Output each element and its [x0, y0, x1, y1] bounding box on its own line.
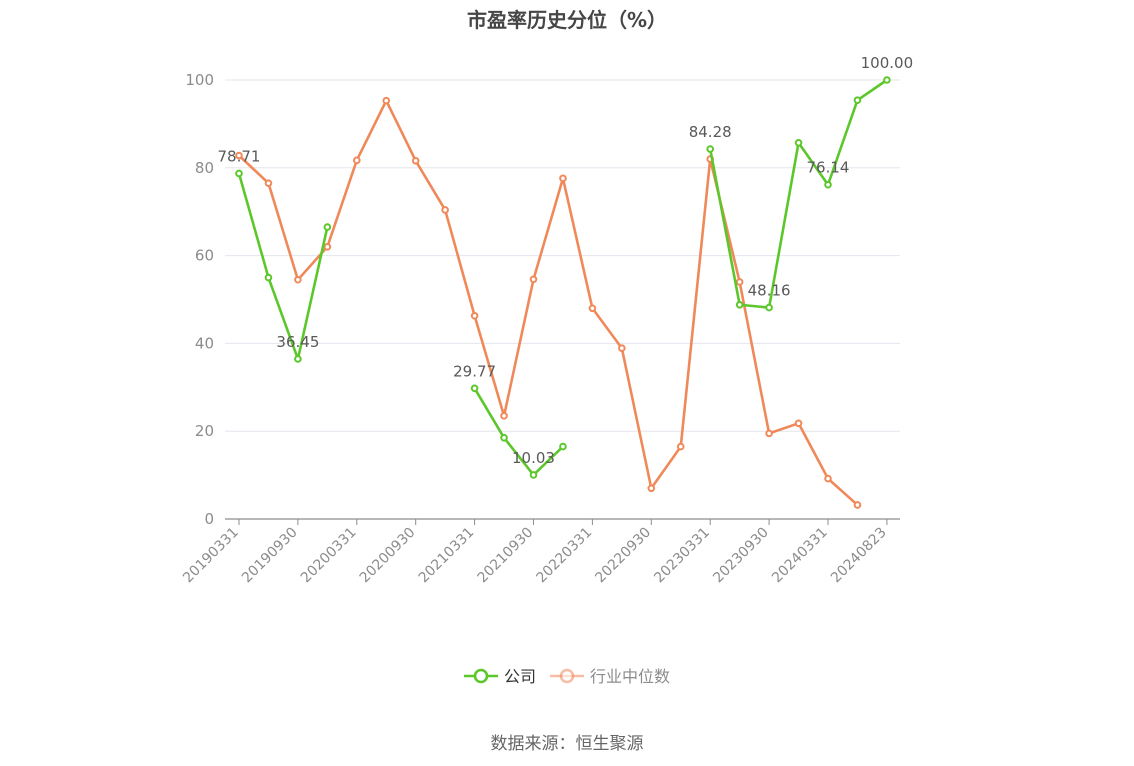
data-label: 29.77 [453, 362, 496, 380]
x-tick-label: 20220930 [592, 525, 654, 587]
x-tick-label: 20190331 [180, 525, 242, 587]
data-point [294, 355, 302, 363]
data-label: 100.00 [861, 54, 914, 72]
chart-title: 市盈率历史分位（%） [466, 8, 668, 32]
data-label: 84.28 [689, 123, 732, 141]
legend-marker [559, 668, 575, 684]
data-point [353, 156, 361, 165]
data-label: 48.16 [748, 282, 791, 300]
y-tick-label: 20 [195, 422, 214, 440]
y-tick-label: 100 [185, 71, 214, 89]
data-point [470, 311, 479, 320]
data-point [765, 429, 773, 438]
data-point [500, 433, 508, 442]
data-point [765, 303, 773, 312]
data-label: 10.03 [512, 449, 555, 467]
data-label: 78.71 [218, 147, 261, 165]
legend-label: 行业中位数 [590, 667, 670, 686]
data-point [588, 304, 597, 313]
data-point [235, 169, 243, 178]
data-point [706, 145, 715, 153]
y-tick-label: 60 [195, 247, 214, 265]
data-source-note: 数据来源：恒生聚源 [490, 734, 644, 754]
data-point [529, 471, 538, 479]
data-point [323, 223, 332, 231]
data-point [411, 156, 420, 165]
data-point [235, 151, 243, 160]
data-point [529, 275, 538, 284]
data-point [559, 442, 567, 451]
series-line-0 [237, 172, 329, 361]
data-point [794, 138, 803, 147]
data-point [824, 180, 832, 189]
x-tick-label: 20200331 [298, 525, 360, 587]
legend-label: 公司 [504, 667, 536, 686]
data-point [294, 275, 302, 284]
series-line-0 [473, 387, 565, 477]
y-tick-label: 80 [195, 159, 214, 177]
y-tick-label: 0 [204, 510, 214, 528]
data-point [500, 412, 508, 420]
x-tick-label: 20190930 [239, 525, 301, 587]
data-point [470, 384, 479, 393]
data-label: 36.45 [276, 333, 319, 351]
data-label: 76.14 [807, 159, 850, 177]
data-point [735, 300, 744, 309]
data-point [382, 96, 391, 105]
x-tick-label: 20210331 [416, 525, 478, 587]
data-point [441, 206, 449, 214]
data-point [853, 96, 862, 104]
x-tick-label: 20210930 [475, 525, 537, 587]
series-line-1 [237, 99, 859, 507]
data-point [824, 474, 832, 483]
data-point [264, 179, 273, 187]
data-point [735, 278, 744, 286]
data-point [559, 174, 567, 183]
data-point [264, 273, 273, 282]
y-tick-label: 40 [195, 334, 214, 352]
legend-marker [473, 668, 489, 684]
x-tick-label: 20230930 [710, 525, 772, 587]
x-tick-label: 20220331 [534, 525, 596, 587]
data-point [676, 442, 685, 451]
data-point [853, 501, 862, 509]
x-tick-label: 20240823 [828, 525, 890, 587]
data-point [323, 243, 332, 251]
data-point [794, 419, 803, 428]
x-tick-label: 20240331 [769, 525, 831, 587]
data-point [618, 344, 626, 353]
x-tick-label: 20230331 [651, 525, 713, 587]
data-point [647, 484, 656, 493]
data-point [883, 76, 891, 84]
x-tick-label: 20200930 [357, 525, 419, 587]
